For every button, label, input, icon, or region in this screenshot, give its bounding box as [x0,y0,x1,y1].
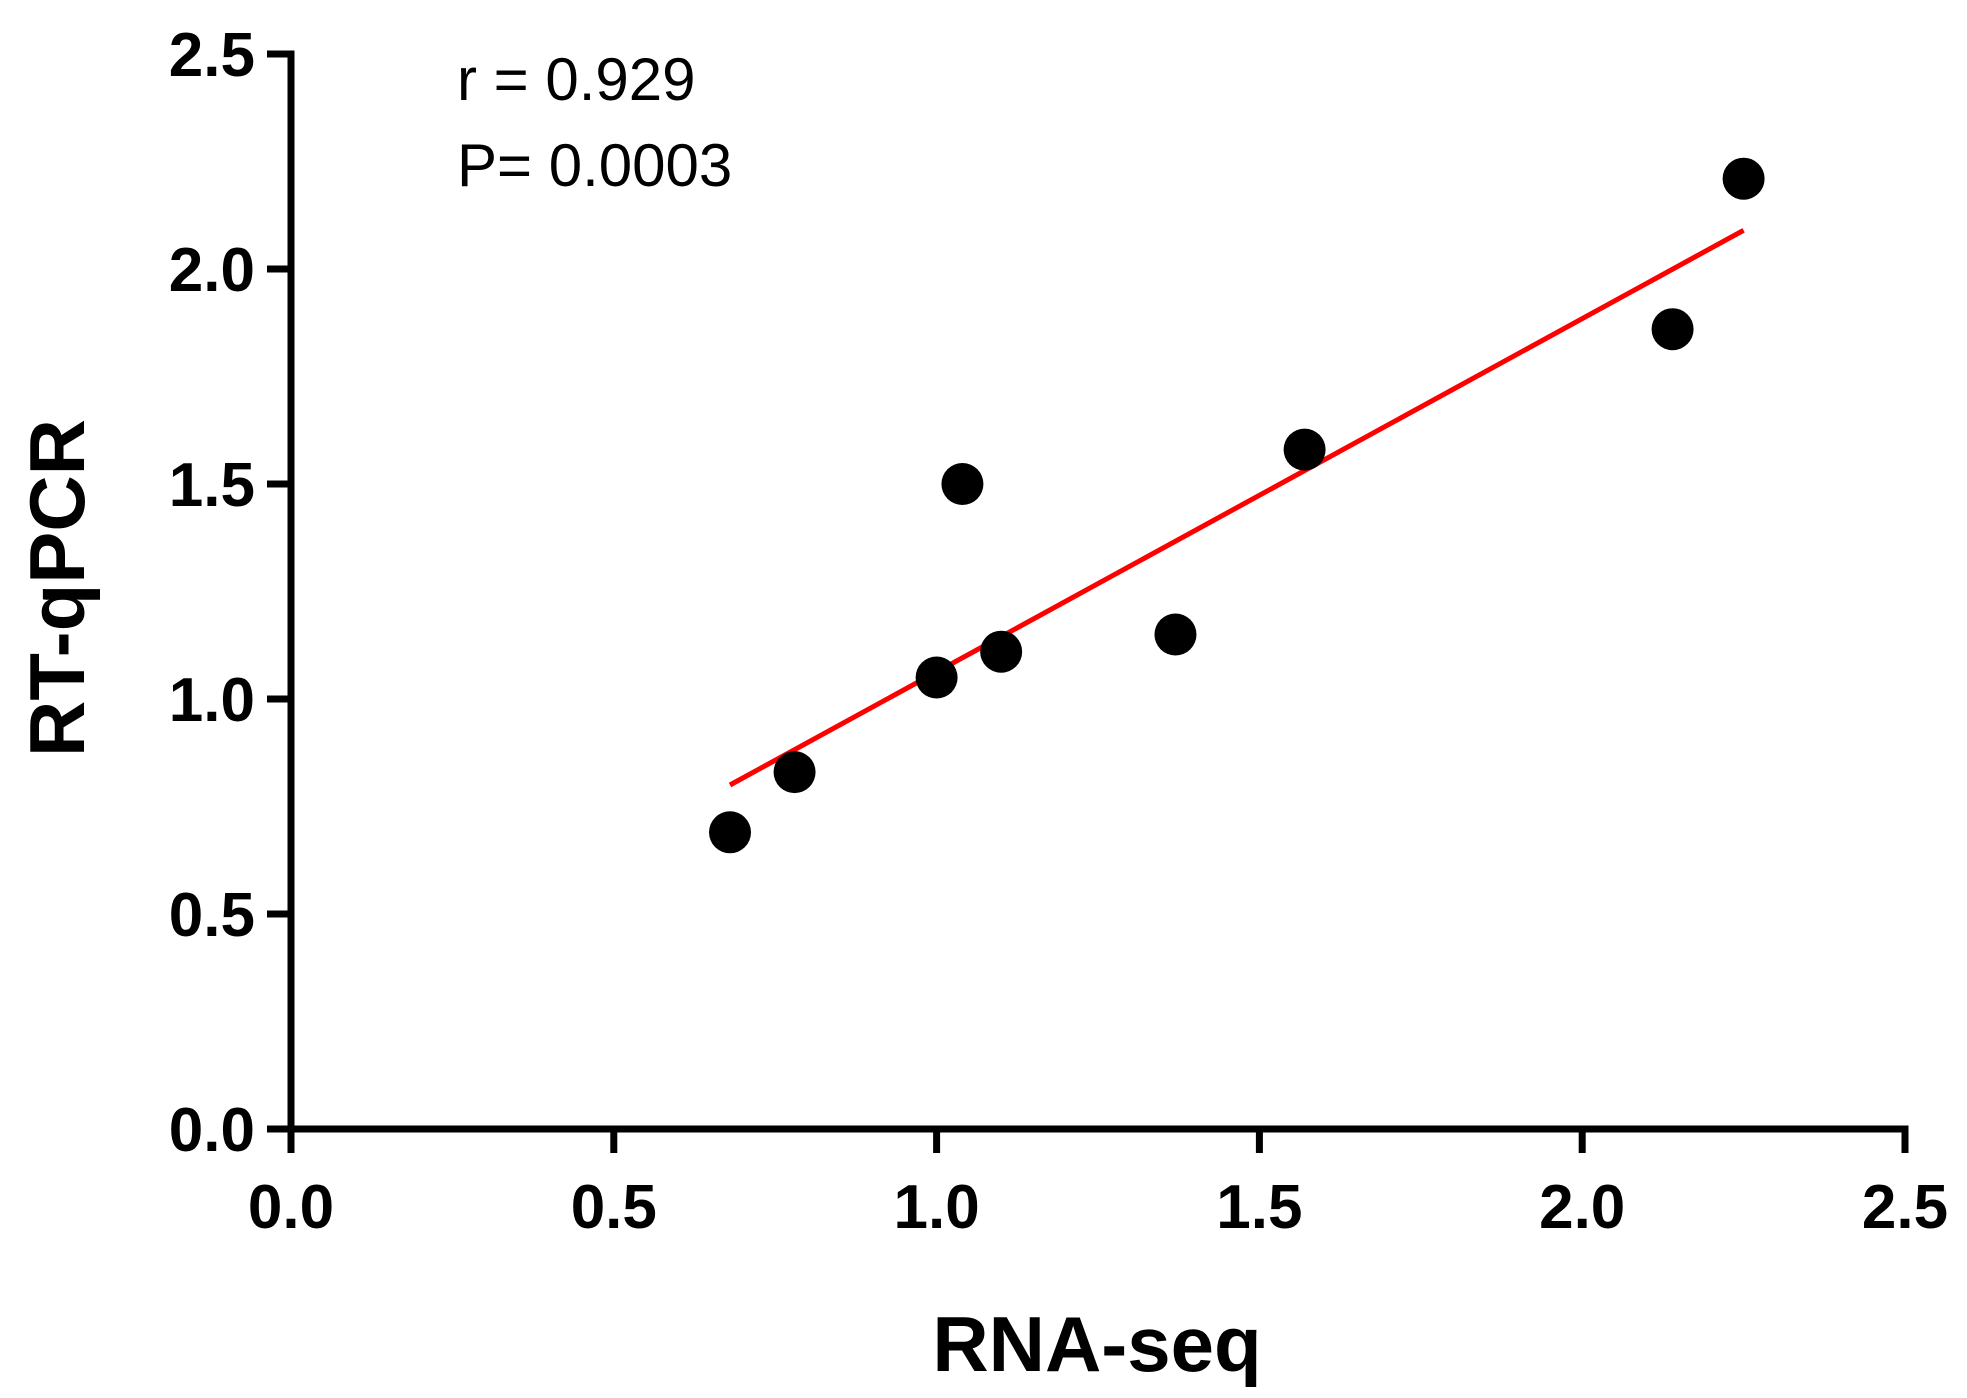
data-point [980,630,1023,673]
p-value-annotation: P= 0.0003 [457,132,732,199]
x-tick-label: 1.5 [1216,1173,1302,1242]
y-axis-ticks: 0.0 0.5 1.0 1.5 2.0 2.5 [169,21,291,1165]
annotations: r = 0.929 P= 0.0003 [457,46,732,199]
y-tick-label: 0.5 [169,881,255,950]
x-tick-label: 2.5 [1862,1173,1948,1242]
data-point [1283,428,1326,471]
axes: 0.0 0.5 1.0 1.5 2.0 2.5 0.0 0.5 1.0 1.5 2.0 2.5 [169,21,1948,1242]
y-tick-label: 2.5 [169,21,255,90]
data-point [941,463,984,505]
regression-line-layer [728,228,1745,788]
x-tick-label: 1.0 [893,1173,979,1242]
x-tick-label: 0.0 [248,1173,334,1242]
y-axis-title: RT-qPCR [13,419,101,757]
y-tick-label: 2.0 [169,236,255,305]
data-point [1722,157,1765,200]
data-points [709,157,1765,854]
y-tick-label: 0.0 [169,1096,255,1165]
x-tick-label: 2.0 [1539,1173,1625,1242]
x-axis-title: RNA-seq [932,1300,1261,1388]
data-point [1651,308,1694,351]
y-tick-label: 1.0 [169,666,255,735]
correlation-annotation: r = 0.929 [457,46,696,113]
data-point [915,656,958,699]
data-point [709,811,752,854]
x-tick-label: 0.5 [571,1173,657,1242]
y-tick-label: 1.5 [169,451,255,520]
x-axis-ticks: 0.0 0.5 1.0 1.5 2.0 2.5 [248,1129,1948,1242]
regression-line [728,228,1745,788]
data-point [773,751,816,794]
data-point [1154,613,1197,656]
